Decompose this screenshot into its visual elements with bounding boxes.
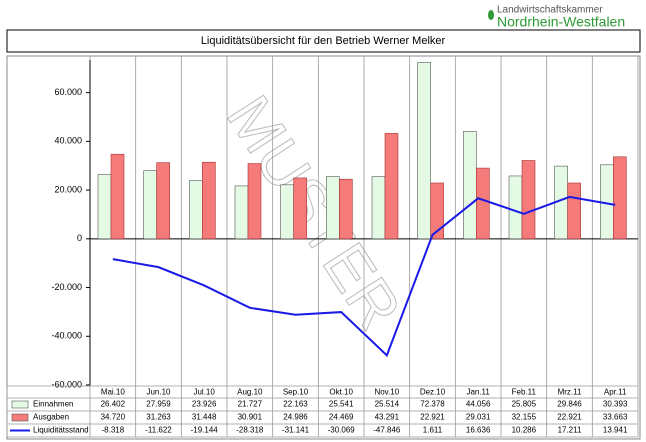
bar [476, 167, 490, 240]
y-tick-label: 60.000 [54, 87, 82, 97]
table-value: 24.469 [329, 413, 354, 422]
table-value: 1.611 [423, 426, 443, 435]
table-value: 29.031 [466, 413, 491, 422]
x-tick-label: Mai.10 [101, 388, 126, 397]
table-value: 30.393 [603, 400, 628, 409]
x-tick-label: Nov.10 [374, 388, 399, 397]
legend-swatch [11, 400, 29, 409]
table-value: 25.541 [329, 400, 354, 409]
table-value: 23.926 [192, 400, 217, 409]
y-tick-label: -20.000 [51, 282, 82, 292]
x-tick-label: Aug.10 [237, 388, 263, 397]
legend-label: Einnahmen [33, 400, 73, 409]
chart-title: Liquiditätsübersicht für den Betrieb Wer… [201, 35, 446, 47]
bar [293, 177, 307, 240]
table-value: 25.514 [375, 400, 400, 409]
chart-frame [6, 55, 641, 440]
bar [508, 175, 523, 240]
x-tick-label: Sep.10 [283, 388, 309, 397]
bar [202, 161, 216, 240]
title-box [6, 29, 641, 53]
table-value: -31.141 [282, 426, 310, 435]
logo-line2: Nordrhein-Westfalen [497, 14, 625, 30]
bar [247, 163, 262, 240]
bar [326, 176, 340, 240]
x-tick-label: Mrz.11 [558, 388, 582, 397]
bar [110, 153, 125, 240]
table-value: -8.318 [101, 426, 124, 435]
table-value: 31.263 [146, 413, 171, 422]
y-tick-label: 40.000 [54, 136, 82, 146]
x-tick-label: Jul.10 [193, 388, 215, 397]
table-value: 29.846 [557, 400, 582, 409]
x-tick-label: Okt.10 [329, 388, 353, 397]
line-series [112, 195, 616, 358]
bar [384, 133, 399, 240]
x-tick-label: Jan.11 [466, 388, 490, 397]
y-tick-label: -60.000 [51, 379, 82, 389]
table-value: 22.921 [420, 413, 445, 422]
bar [156, 162, 170, 240]
table-value: -11.622 [145, 426, 172, 435]
table-value: 13.941 [603, 426, 628, 435]
bar [521, 160, 536, 240]
table-value: 72.378 [420, 400, 445, 409]
table-value: 31.448 [192, 413, 217, 422]
table-value: 32.155 [512, 413, 537, 422]
bar [280, 184, 294, 240]
table-value: 25.805 [512, 400, 537, 409]
table-value: 44.056 [466, 400, 491, 409]
bar [143, 170, 157, 240]
table-value: 43.291 [375, 413, 400, 422]
x-tick-label: Dez.10 [420, 388, 446, 397]
table-value: 33.663 [603, 413, 628, 422]
table-value: 24.986 [283, 413, 308, 422]
logo-icon [488, 10, 494, 20]
bar [463, 131, 477, 240]
table-value: 26.402 [101, 400, 126, 409]
bar [613, 156, 627, 240]
legend-swatch [11, 413, 29, 422]
bar [430, 182, 444, 240]
y-tick-label: 0 [77, 233, 82, 243]
table-value: -30.069 [328, 426, 356, 435]
bar [339, 178, 353, 240]
legend-label: Liquiditätsstand [33, 426, 89, 435]
x-tick-label: Jun.10 [146, 388, 171, 397]
table-value: 30.901 [238, 413, 263, 422]
table-value: 17.211 [558, 426, 582, 435]
bar [417, 62, 431, 240]
bar [567, 182, 581, 240]
y-tick-label: 20.000 [54, 184, 82, 194]
table-value: 22.163 [283, 400, 308, 409]
table-value: 21.727 [238, 400, 263, 409]
table-value: 34.720 [101, 413, 126, 422]
logo-line1: Landwirtschaftskammer [497, 5, 603, 16]
bar [234, 185, 249, 240]
table-value: -28.318 [236, 426, 264, 435]
x-tick-label: Feb.11 [512, 388, 537, 397]
table-value: -47.846 [373, 426, 401, 435]
table-value: 16.636 [466, 426, 491, 435]
y-tick-label: -40.000 [51, 331, 82, 341]
bar [371, 176, 386, 240]
table-value: 27.959 [146, 400, 171, 409]
legend-label: Ausgaben [33, 413, 69, 422]
table-value: 22.921 [557, 413, 582, 422]
bar [189, 180, 203, 240]
x-tick-label: Apr.11 [604, 388, 627, 397]
table-value: 10.286 [512, 426, 537, 435]
bar [97, 174, 112, 240]
table-value: -19.144 [191, 426, 219, 435]
